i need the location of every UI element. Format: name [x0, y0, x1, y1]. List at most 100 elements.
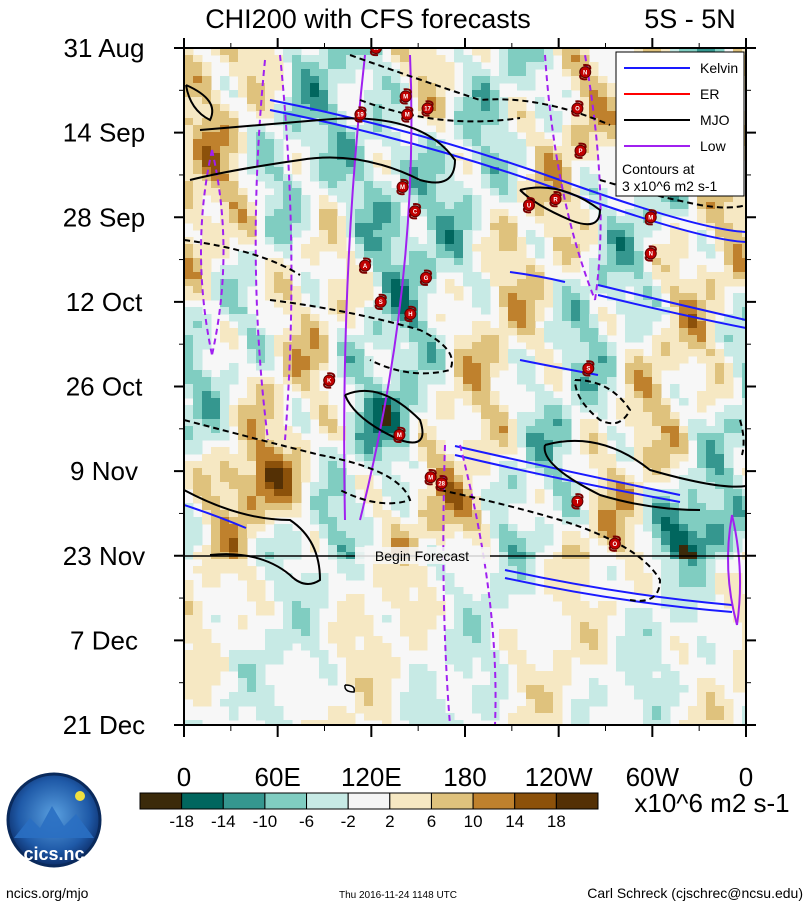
field-cell: [571, 545, 581, 553]
field-cell: [256, 538, 266, 546]
field-cell: [472, 706, 482, 714]
field-cell: [454, 629, 464, 637]
storm-marker: O: [571, 100, 584, 117]
field-cell: [400, 69, 410, 77]
field-cell: [391, 97, 401, 105]
field-cell: [220, 531, 230, 539]
field-cell: [472, 531, 482, 539]
field-cell: [418, 363, 428, 371]
field-cell: [283, 174, 293, 182]
field-cell: [265, 685, 275, 693]
field-cell: [382, 678, 392, 686]
field-cell: [670, 314, 680, 322]
field-cell: [274, 384, 284, 392]
field-cell: [652, 706, 662, 714]
field-cell: [472, 538, 482, 546]
footer-timestamp: Thu 2016-11-24 1148 UTC: [339, 890, 457, 901]
field-cell: [445, 83, 455, 91]
field-cell: [589, 699, 599, 707]
field-cell: [220, 202, 230, 210]
field-cell: [670, 251, 680, 259]
field-cell: [409, 377, 419, 385]
field-cell: [292, 482, 302, 490]
field-cell: [256, 517, 266, 525]
field-cell: [328, 475, 338, 483]
field-cell: [463, 237, 473, 245]
field-cell: [418, 573, 428, 581]
field-cell: [733, 671, 743, 679]
field-cell: [580, 321, 590, 329]
field-cell: [598, 286, 608, 294]
field-cell: [391, 384, 401, 392]
field-cell: [616, 223, 626, 231]
field-cell: [274, 216, 284, 224]
field-cell: [400, 594, 410, 602]
field-cell: [706, 244, 716, 252]
field-cell: [391, 349, 401, 357]
field-cell: [724, 335, 734, 343]
field-cell: [598, 622, 608, 630]
field-cell: [454, 503, 464, 511]
field-cell: [418, 643, 428, 651]
field-cell: [202, 559, 212, 567]
field-cell: [364, 244, 374, 252]
field-cell: [481, 55, 491, 63]
field-cell: [238, 405, 248, 413]
y-tick-label: 21 Dec: [63, 710, 145, 740]
field-cell: [238, 475, 248, 483]
field-cell: [256, 412, 266, 420]
field-cell: [211, 503, 221, 511]
field-cell: [508, 566, 518, 574]
field-cell: [508, 468, 518, 476]
field-cell: [526, 62, 536, 70]
field-cell: [562, 55, 572, 63]
field-cell: [328, 174, 338, 182]
field-cell: [427, 713, 437, 721]
field-cell: [553, 125, 563, 133]
field-cell: [724, 265, 734, 273]
field-cell: [328, 489, 338, 497]
field-cell: [310, 76, 320, 84]
field-cell: [355, 216, 365, 224]
field-cell: [184, 538, 194, 546]
storm-tail: [571, 100, 584, 117]
field-cell: [382, 209, 392, 217]
field-cell: [481, 412, 491, 420]
field-cell: [265, 510, 275, 518]
field-cell: [256, 482, 266, 490]
field-cell: [742, 594, 746, 602]
field-cell: [553, 664, 563, 672]
field-cell: [706, 524, 716, 532]
field-cell: [733, 524, 743, 532]
field-cell: [337, 622, 347, 630]
field-cell: [436, 167, 446, 175]
field-cell: [445, 181, 455, 189]
field-cell: [472, 111, 482, 119]
field-cell: [355, 181, 365, 189]
field-cell: [193, 377, 203, 385]
field-cell: [310, 412, 320, 420]
field-cell: [184, 349, 194, 357]
field-cell: [634, 503, 644, 511]
field-cell: [427, 76, 437, 84]
field-cell: [463, 90, 473, 98]
field-cell: [274, 531, 284, 539]
field-cell: [625, 244, 635, 252]
field-cell: [202, 335, 212, 343]
field-cell: [292, 293, 302, 301]
field-cell: [409, 356, 419, 364]
field-cell: [715, 426, 725, 434]
field-cell: [436, 223, 446, 231]
field-cell: [499, 545, 509, 553]
field-cell: [310, 139, 320, 147]
field-cell: [670, 265, 680, 273]
field-cell: [229, 419, 239, 427]
field-cell: [445, 405, 455, 413]
field-cell: [544, 720, 554, 725]
field-cell: [697, 517, 707, 525]
field-cell: [580, 244, 590, 252]
field-cell: [526, 545, 536, 553]
field-cell: [481, 454, 491, 462]
field-cell: [445, 286, 455, 294]
field-cell: [364, 125, 374, 133]
